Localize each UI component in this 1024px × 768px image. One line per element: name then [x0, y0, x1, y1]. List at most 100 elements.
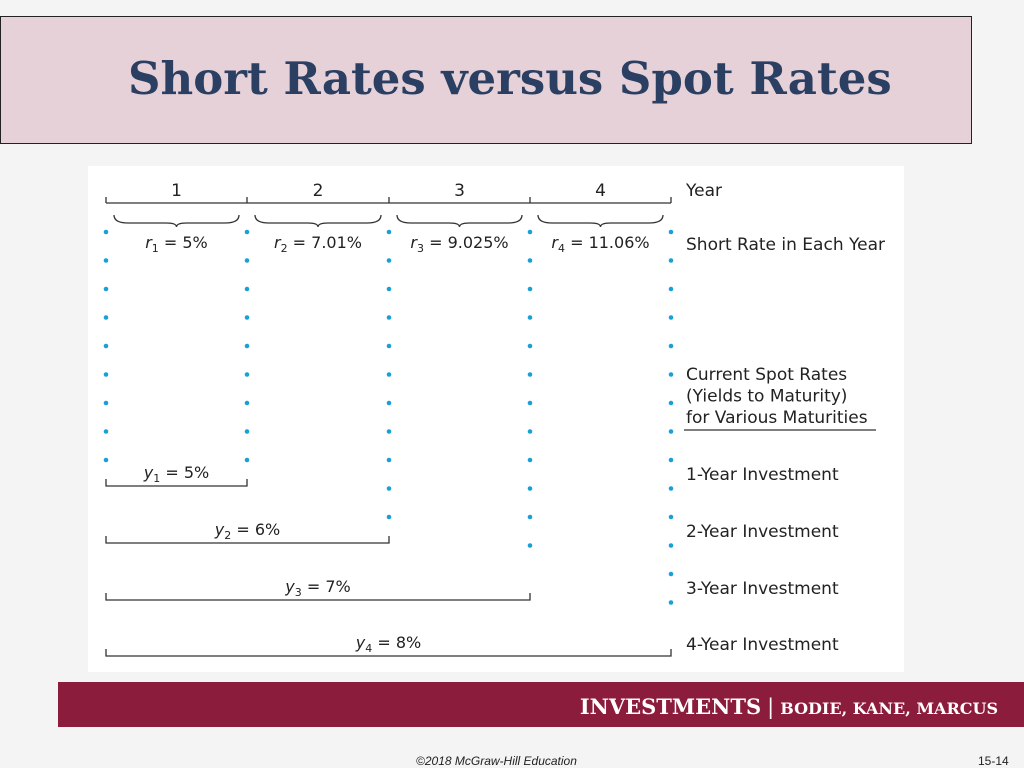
- year-brace: [537, 214, 664, 228]
- rate-value: 5%: [182, 233, 207, 252]
- short-rate-label: r4 = 11.06%: [551, 233, 649, 255]
- boundary-dot: [244, 258, 250, 263]
- investment-bracket: [105, 479, 248, 487]
- year-label: Year: [685, 181, 722, 201]
- rate-subscript: 1: [152, 242, 159, 255]
- boundary-dot: [386, 514, 392, 520]
- boundary-dot: [527, 400, 533, 406]
- short-rate-label: r2 = 7.01%: [274, 233, 362, 255]
- boundary-dot: [244, 429, 250, 434]
- footer-separator: |: [767, 695, 775, 719]
- rate-variable: r: [410, 233, 418, 252]
- rate-subscript: 4: [365, 642, 372, 655]
- copyright-text: ©2018 McGraw-Hill Education: [416, 754, 577, 768]
- boundary-dot: [668, 315, 674, 320]
- boundary-dot: [386, 372, 392, 377]
- spot-rates-heading-line: for Various Maturities: [686, 408, 868, 428]
- rate-subscript: 2: [224, 529, 231, 542]
- slide-number: 15-14: [978, 754, 1009, 768]
- rate-subscript: 1: [153, 472, 160, 485]
- boundary-dot: [668, 571, 674, 577]
- rate-value: 11.06%: [589, 233, 650, 252]
- boundary-dot: [527, 258, 533, 263]
- boundary-dot: [527, 343, 533, 349]
- boundary-dot: [527, 229, 533, 235]
- year-brace: [254, 214, 382, 228]
- boundary-dot: [668, 372, 674, 377]
- boundary-dot: [668, 514, 674, 520]
- rate-variable: y: [284, 577, 295, 596]
- short-rate-heading: Short Rate in Each Year: [686, 235, 885, 255]
- boundary-dot: [668, 229, 674, 235]
- boundary-dot: [668, 429, 674, 434]
- boundary-dot: [527, 429, 533, 434]
- rate-value: 5%: [184, 463, 209, 482]
- boundary-dot: [103, 315, 109, 320]
- boundary-dot: [668, 457, 674, 463]
- boundary-dot: [386, 343, 392, 349]
- boundary-dot: [244, 315, 250, 320]
- boundary-dot: [386, 258, 392, 263]
- footer-brand: INVESTMENTS | BODIE, KANE, MARCUS: [580, 694, 998, 719]
- year-brace: [396, 214, 523, 228]
- investment-bracket: [105, 593, 531, 601]
- year-brace: [113, 214, 240, 228]
- rate-variable: r: [145, 233, 153, 252]
- rate-subscript: 4: [558, 242, 565, 255]
- boundary-dot: [668, 343, 674, 349]
- boundary-dot: [668, 400, 674, 406]
- rate-value: 6%: [255, 520, 280, 539]
- spot-rates-heading-line: Current Spot Rates: [686, 365, 847, 385]
- spot-rate-label: y2 = 6%: [214, 520, 280, 542]
- boundary-dot: [103, 429, 109, 434]
- equals-sign: =: [160, 463, 184, 482]
- boundary-dot: [527, 372, 533, 377]
- rate-variable: y: [143, 463, 154, 482]
- boundary-dot: [103, 343, 109, 349]
- boundary-dot: [386, 400, 392, 406]
- boundary-dot: [244, 400, 250, 406]
- boundary-dot: [244, 229, 250, 235]
- rate-variable: r: [551, 233, 559, 252]
- boundary-dot: [668, 258, 674, 263]
- boundary-dot: [103, 372, 109, 377]
- rate-value: 7%: [325, 577, 350, 596]
- boundary-dot: [103, 400, 109, 406]
- rate-variable: y: [214, 520, 225, 539]
- boundary-dot: [668, 486, 674, 491]
- boundary-dot: [244, 343, 250, 349]
- boundary-dot: [527, 457, 533, 463]
- boundary-dot: [103, 286, 109, 292]
- title-box: [0, 16, 972, 144]
- spot-rate-label: y4 = 8%: [355, 633, 421, 655]
- equals-sign: =: [159, 233, 183, 252]
- boundary-dot: [386, 486, 392, 491]
- boundary-dot: [386, 429, 392, 434]
- investment-horizon-label: 4-Year Investment: [686, 635, 839, 655]
- footer-bar: INVESTMENTS | BODIE, KANE, MARCUS: [58, 682, 1024, 727]
- boundary-dot: [244, 286, 250, 292]
- equals-sign: =: [372, 633, 396, 652]
- short-rate-label: r3 = 9.025%: [410, 233, 508, 255]
- boundary-dot: [244, 457, 250, 463]
- equals-sign: =: [302, 577, 326, 596]
- investment-horizon-label: 1-Year Investment: [686, 465, 839, 485]
- rate-subscript: 3: [417, 242, 424, 255]
- boundary-dot: [527, 486, 533, 491]
- diagram-panel: 1 2 3 4 Year r1 = 5% r2 = 7.01% r3 = 9.025% r4 =…: [88, 166, 904, 672]
- rate-value: 7.01%: [311, 233, 362, 252]
- boundary-dot: [386, 315, 392, 320]
- investment-bracket: [105, 536, 390, 544]
- rate-variable: r: [274, 233, 282, 252]
- boundary-dot: [386, 229, 392, 235]
- year-number: 4: [595, 181, 606, 201]
- rate-subscript: 3: [295, 586, 302, 599]
- short-rate-label: r1 = 5%: [145, 233, 208, 255]
- boundary-dot: [386, 286, 392, 292]
- boundary-dot: [527, 286, 533, 292]
- boundary-dot: [668, 286, 674, 292]
- rate-value: 9.025%: [448, 233, 509, 252]
- boundary-dot: [103, 258, 109, 263]
- spot-rate-label: y3 = 7%: [284, 577, 350, 599]
